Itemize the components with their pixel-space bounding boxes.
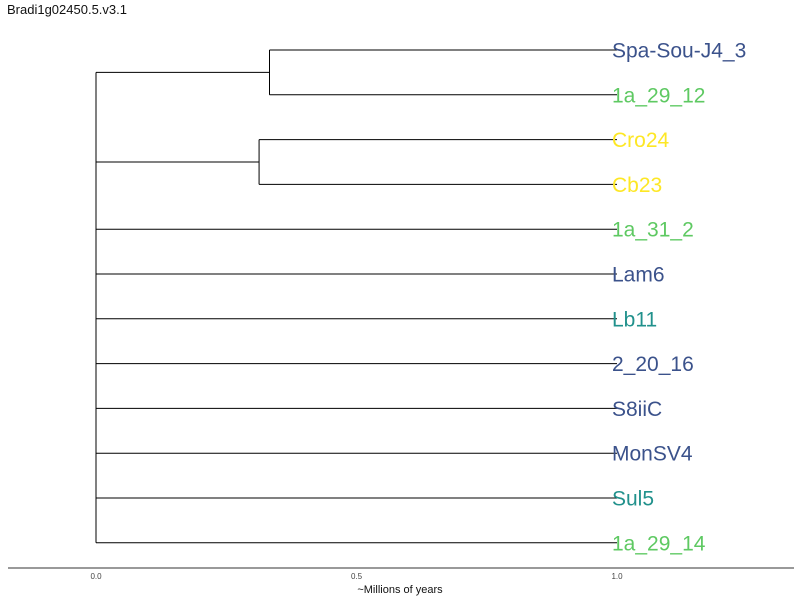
- leaf-label: 1a_29_14: [612, 532, 706, 555]
- leaf-label-group: Spa-Sou-J4_3 1a_29_12 Cro24 Cb23 1a_31_2 Lam6…: [612, 40, 746, 556]
- tree-title: Bradi1g02450.5.v3.1: [7, 2, 127, 17]
- leaf-label: Cro24: [612, 129, 670, 152]
- leaf-label: 1a_29_12: [612, 84, 705, 107]
- leaf-label: Cb23: [612, 174, 662, 197]
- leaf-label: 1a_31_2: [612, 219, 694, 242]
- axis-tick-label: 1.0: [611, 572, 623, 581]
- axis-label: ~Millions of years: [357, 584, 443, 596]
- leaf-label: Lam6: [612, 264, 665, 287]
- leaf-label: Spa-Sou-J4_3: [612, 40, 746, 63]
- axis-tick-label: 0.5: [351, 572, 363, 581]
- branch-group: [95, 49, 617, 544]
- leaf-label: Sul5: [612, 488, 654, 511]
- leaf-label: MonSV4: [612, 443, 693, 466]
- leaf-label: Lb11: [612, 308, 657, 331]
- axis-tick-label: 0.0: [90, 572, 102, 581]
- leaf-label: S8iiC: [612, 398, 662, 421]
- leaf-label: 2_20_16: [612, 353, 694, 376]
- time-axis: 0.0 0.5 1.0 ~Millions of years: [8, 567, 794, 596]
